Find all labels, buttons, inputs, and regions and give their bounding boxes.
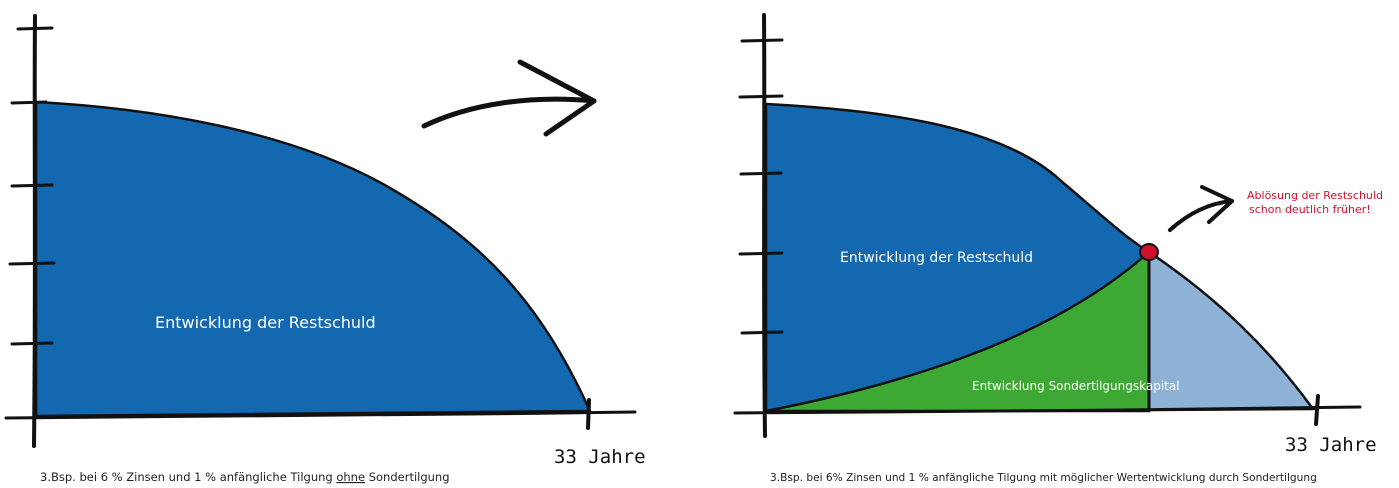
small-curved-arrow-icon [1168, 185, 1234, 232]
left-caption: 3.Bsp. bei 6 % Zinsen und 1 % anfänglich… [40, 470, 450, 484]
left-axis-end-label: 33 Jahre [554, 446, 646, 468]
right-panel: Entwicklung der Restschuld Entwicklung S… [733, 13, 1383, 484]
right-y-axis [762, 13, 767, 438]
curved-arrow-right-icon [421, 59, 597, 137]
right-x-end-tick [1314, 394, 1320, 426]
right-axis-end-label: 33 Jahre [1285, 434, 1377, 456]
right-caption: 3.Bsp. bei 6% Zinsen und 1 % anfängliche… [770, 472, 1317, 484]
left-caption-suffix: Sondertilgung [365, 470, 449, 484]
right-y-ticks [738, 38, 784, 335]
left-caption-prefix: 3.Bsp. bei 6 % Zinsen und 1 % anfänglich… [40, 470, 336, 484]
right-remainder-area [1147, 249, 1316, 412]
left-y-ticks [8, 26, 56, 346]
left-debt-area [34, 100, 592, 418]
right-x-axis [733, 405, 1362, 415]
right-special-area [765, 249, 1151, 413]
payoff-note-line1: Ablösung der Restschuld [1247, 189, 1383, 202]
left-panel: Entwicklung der Restschuld 33 Jahre 3.Bs… [4, 14, 646, 484]
payoff-point [1139, 243, 1159, 261]
payoff-note-line2: schon deutlich früher! [1249, 203, 1371, 216]
left-y-axis [32, 14, 37, 448]
left-x-end-tick [586, 398, 591, 430]
left-x-axis [4, 410, 637, 420]
right-debt-label: Entwicklung der Restschuld [840, 250, 1033, 266]
left-area-label: Entwicklung der Restschuld [155, 313, 376, 332]
left-caption-underlined: ohne [336, 470, 365, 484]
right-special-label: Entwicklung Sondertilgungskapital [972, 379, 1180, 393]
